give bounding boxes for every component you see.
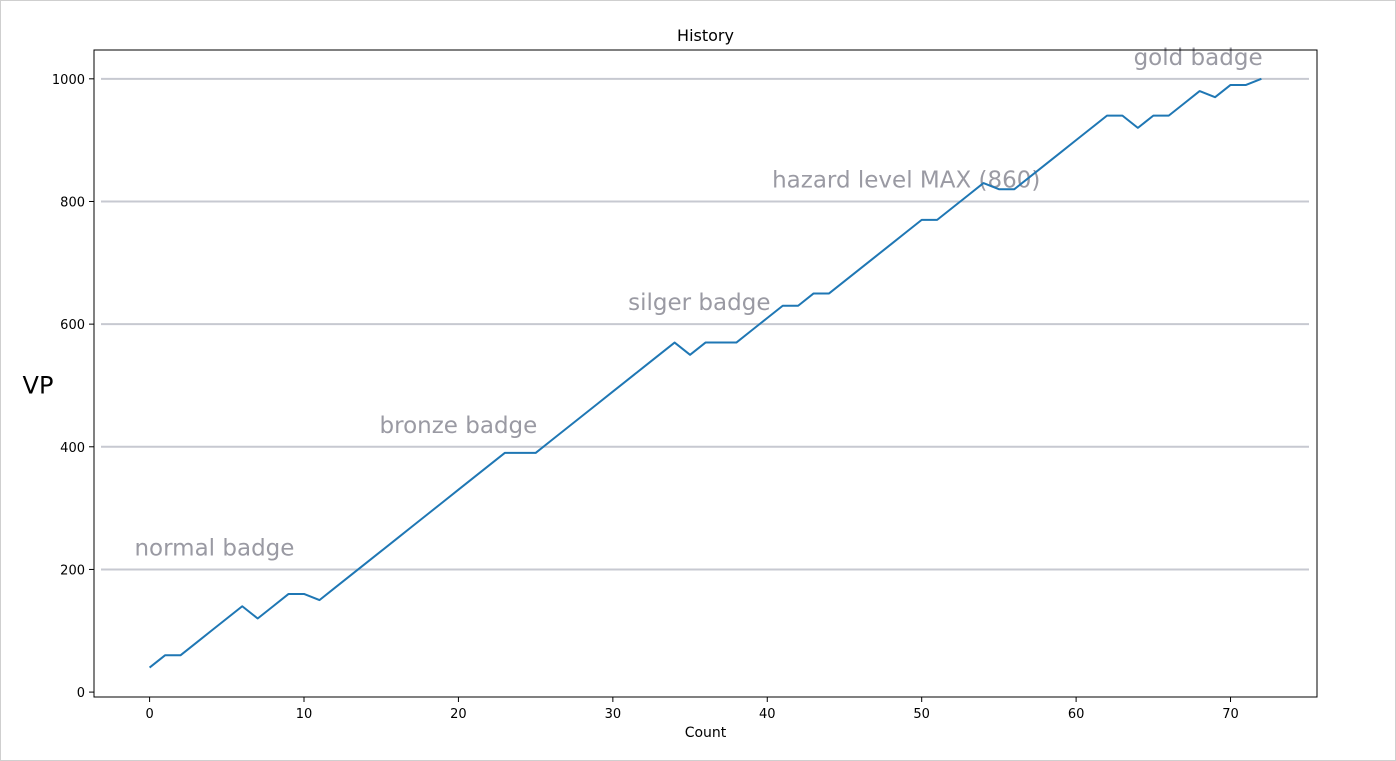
y-tick-label: 600 xyxy=(60,318,85,333)
y-tick-label: 0 xyxy=(77,686,85,701)
x-tick-label: 60 xyxy=(1068,707,1085,722)
x-tick-label: 40 xyxy=(759,707,776,722)
threshold-label: normal badge xyxy=(134,535,294,561)
y-axis-ticks: 0 200 400 600 800 1000 xyxy=(52,73,94,701)
x-axis-ticks: 0 10 20 30 40 50 60 70 xyxy=(145,697,1239,722)
threshold-annotations: normal badge bronze badge silger badge haza… xyxy=(134,45,1262,562)
x-tick-label: 70 xyxy=(1222,707,1239,722)
x-tick-label: 10 xyxy=(296,707,313,722)
x-axis-label: Count xyxy=(685,725,727,741)
y-tick-label: 400 xyxy=(60,441,85,456)
y-tick-label: 1000 xyxy=(52,73,85,88)
x-tick-label: 20 xyxy=(450,707,467,722)
threshold-label: bronze badge xyxy=(380,413,538,439)
y-tick-label: 800 xyxy=(60,195,85,210)
y-tick-label: 200 xyxy=(60,563,85,578)
series-group xyxy=(148,77,1262,669)
threshold-label: silger badge xyxy=(628,290,770,316)
x-tick-label: 50 xyxy=(913,707,930,722)
x-tick-label: 30 xyxy=(605,707,622,722)
x-tick-label: 0 xyxy=(145,707,153,722)
threshold-label: gold badge xyxy=(1134,45,1263,71)
y-axis-label: VP xyxy=(23,371,54,399)
chart-title: History xyxy=(677,26,734,45)
plot-frame xyxy=(93,49,1318,698)
threshold-lines xyxy=(101,77,1309,571)
threshold-label: hazard level MAX (860) xyxy=(772,167,1040,193)
series-line xyxy=(148,77,1262,669)
